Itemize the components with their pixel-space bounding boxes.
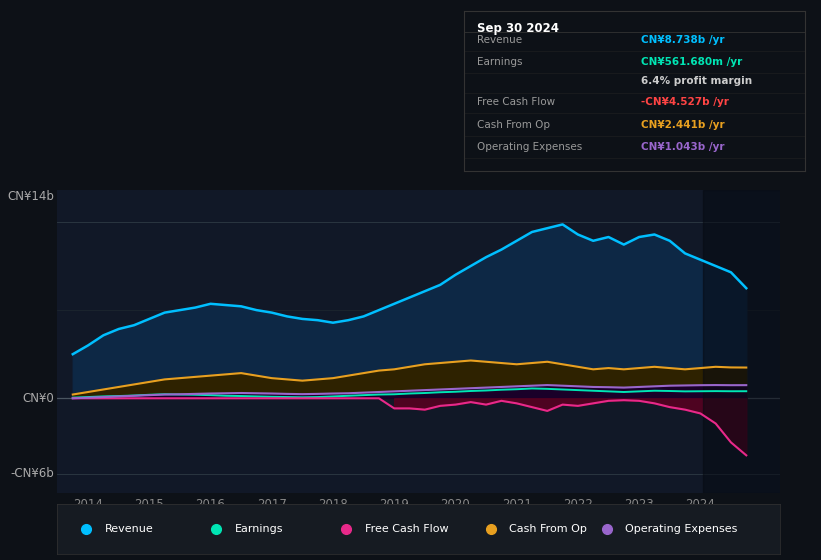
Text: Free Cash Flow: Free Cash Flow [365, 524, 448, 534]
Text: CN¥561.680m /yr: CN¥561.680m /yr [641, 57, 742, 67]
Text: Cash From Op: Cash From Op [478, 119, 551, 129]
Text: -CN¥6b: -CN¥6b [10, 468, 54, 480]
Bar [704, 190, 792, 493]
Text: CN¥14b: CN¥14b [7, 190, 54, 203]
Text: Revenue: Revenue [104, 524, 154, 534]
Text: Sep 30 2024: Sep 30 2024 [478, 22, 559, 35]
Text: Operating Expenses: Operating Expenses [478, 142, 583, 152]
Text: CN¥2.441b /yr: CN¥2.441b /yr [641, 119, 725, 129]
Text: Operating Expenses: Operating Expenses [625, 524, 737, 534]
Text: Earnings: Earnings [235, 524, 283, 534]
Text: -CN¥4.527b /yr: -CN¥4.527b /yr [641, 97, 729, 107]
Text: 6.4% profit margin: 6.4% profit margin [641, 76, 752, 86]
Text: CN¥0: CN¥0 [22, 392, 54, 405]
Text: CN¥8.738b /yr: CN¥8.738b /yr [641, 35, 725, 45]
Text: Earnings: Earnings [478, 57, 523, 67]
Text: Revenue: Revenue [478, 35, 523, 45]
Text: Cash From Op: Cash From Op [509, 524, 587, 534]
Text: Free Cash Flow: Free Cash Flow [478, 97, 556, 107]
Text: CN¥1.043b /yr: CN¥1.043b /yr [641, 142, 725, 152]
